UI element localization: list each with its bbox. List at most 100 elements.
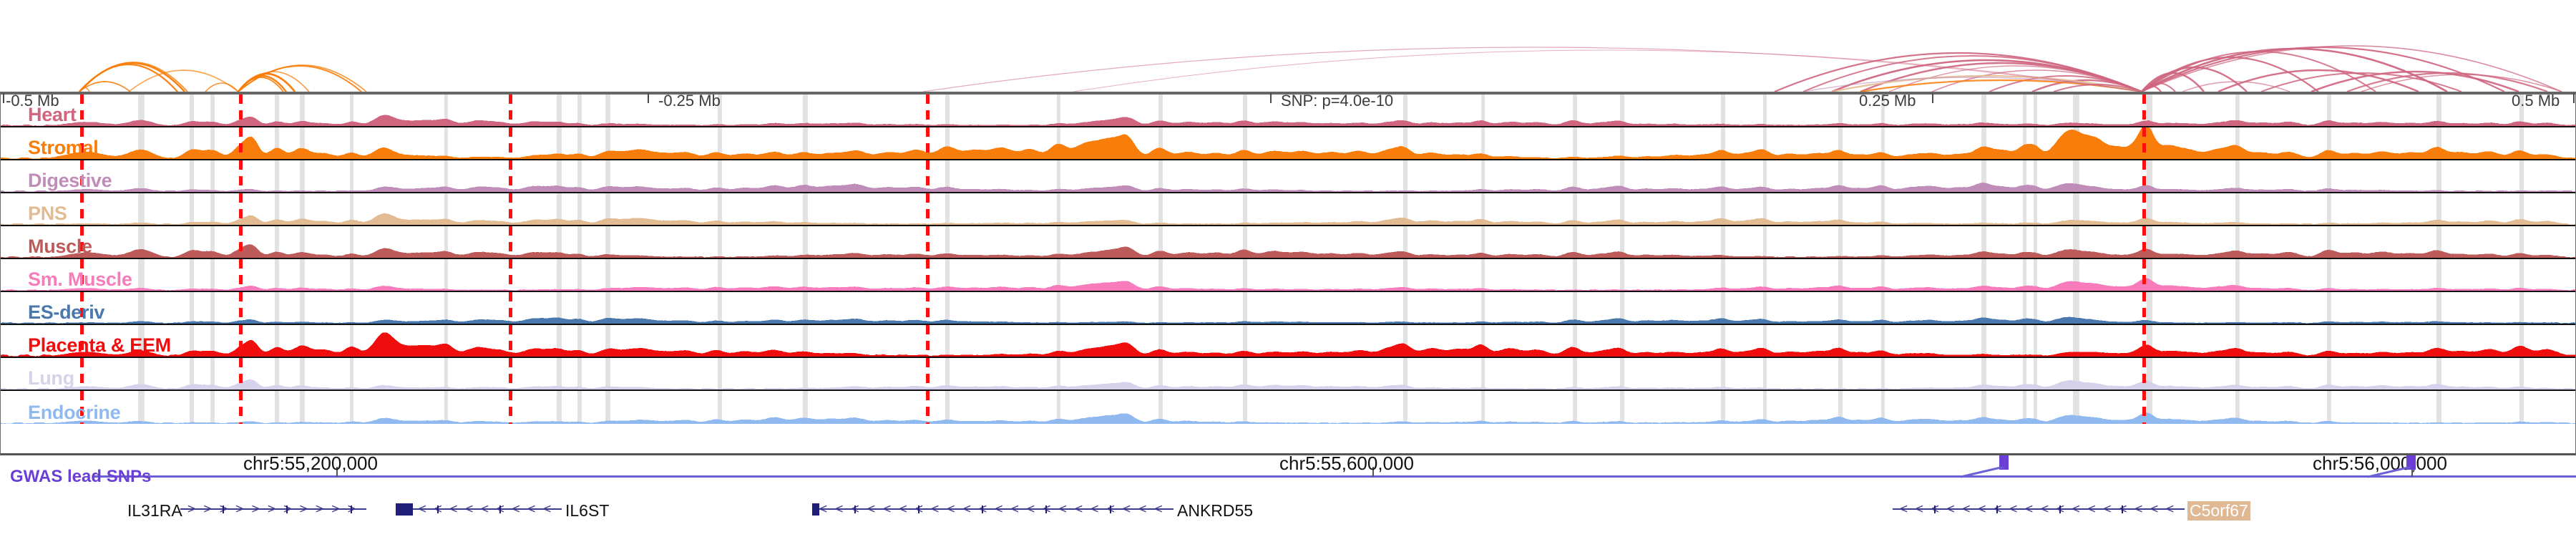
highlight-band bbox=[275, 391, 279, 424]
highlight-band bbox=[1620, 325, 1624, 357]
highlight-band bbox=[1403, 127, 1407, 159]
snp-leader-line bbox=[1961, 467, 2004, 478]
lead-snp-center-line bbox=[509, 95, 512, 126]
highlight-band bbox=[2073, 160, 2079, 192]
highlight-band bbox=[1620, 292, 1624, 324]
gene-strand-arrow: < bbox=[449, 502, 458, 517]
lead-snp-center-line bbox=[509, 160, 512, 192]
highlight-band bbox=[1403, 391, 1407, 424]
gene-strand-arrow: < bbox=[1962, 502, 1971, 517]
highlight-band bbox=[275, 127, 279, 159]
gene-strand-arrow: < bbox=[2087, 502, 2096, 517]
highlight-band bbox=[2327, 292, 2331, 324]
highlight-band bbox=[2436, 292, 2441, 324]
highlight-band bbox=[1620, 226, 1624, 258]
highlight-band bbox=[718, 160, 722, 192]
highlight-band bbox=[1573, 160, 1577, 192]
highlight-band bbox=[577, 95, 582, 126]
gwas-snp-marker-1[interactable] bbox=[1999, 455, 2009, 470]
highlight-band bbox=[1243, 193, 1247, 225]
highlight-band bbox=[803, 127, 808, 159]
highlight-band bbox=[2436, 160, 2441, 192]
highlight-band bbox=[2436, 259, 2441, 291]
highlight-band bbox=[2147, 259, 2152, 291]
highlight-band bbox=[1573, 259, 1577, 291]
track-row-pns[interactable]: PNS bbox=[1, 193, 2575, 226]
gene-label-c5orf67[interactable]: C5orf67 bbox=[2187, 501, 2250, 521]
loop-arc bbox=[2311, 70, 2519, 93]
highlight-band bbox=[1721, 127, 1725, 159]
highlight-band bbox=[2327, 160, 2331, 192]
gene-label-ankrd55[interactable]: ANKRD55 bbox=[1177, 501, 1254, 520]
axis-coordinate-label: chr5:56,000,000 bbox=[2313, 453, 2447, 474]
lead-snp-left-line bbox=[80, 160, 84, 192]
gene-strand-arrow: < bbox=[481, 502, 489, 517]
highlight-band bbox=[1057, 358, 1060, 390]
highlight-band bbox=[300, 259, 305, 291]
highlight-band bbox=[275, 193, 279, 225]
highlight-band bbox=[803, 160, 808, 192]
track-label-placenta-eem: Placenta & EEM bbox=[28, 334, 171, 356]
gwas-snp-marker-2[interactable] bbox=[2406, 455, 2416, 470]
track-row-es-deriv[interactable]: ES-deriv bbox=[1, 292, 2575, 325]
highlight-band bbox=[945, 127, 950, 159]
gene-label-il6st[interactable]: IL6ST bbox=[565, 501, 610, 520]
gene-strand-arrow: < bbox=[835, 502, 844, 517]
track-row-endocrine[interactable]: Endocrine bbox=[1, 391, 2575, 424]
highlight-band bbox=[190, 160, 194, 192]
lead-snp-left-line bbox=[80, 226, 84, 258]
highlight-band bbox=[1403, 292, 1407, 324]
track-row-muscle[interactable]: Muscle bbox=[1, 226, 2575, 259]
track-row-heart[interactable]: Heart bbox=[1, 95, 2575, 127]
track-row-sm-muscle[interactable]: Sm. Muscle bbox=[1, 259, 2575, 292]
lead-snp-far-right-line bbox=[2142, 259, 2146, 291]
highlight-band bbox=[350, 259, 353, 291]
loop-arc bbox=[79, 87, 90, 92]
track-label-stromal: Stromal bbox=[28, 137, 99, 158]
highlight-band bbox=[1881, 95, 1885, 126]
highlight-band bbox=[577, 226, 582, 258]
highlight-band bbox=[1620, 259, 1624, 291]
highlight-band bbox=[1481, 127, 1485, 159]
lead-snp-far-right-line bbox=[2142, 358, 2146, 390]
highlight-band bbox=[1620, 160, 1624, 192]
axis-tick bbox=[2411, 467, 2413, 477]
highlight-band bbox=[275, 292, 279, 324]
highlight-band bbox=[300, 292, 305, 324]
highlight-band bbox=[2436, 226, 2441, 258]
highlight-band bbox=[275, 95, 279, 126]
highlight-band bbox=[2147, 391, 2152, 424]
highlight-band bbox=[1481, 226, 1485, 258]
gene-exon bbox=[222, 505, 224, 513]
signal-profile-digestive bbox=[1, 183, 2575, 192]
highlight-band bbox=[1620, 127, 1624, 159]
loop-arc bbox=[2141, 46, 2505, 92]
highlight-band bbox=[2519, 391, 2524, 424]
highlight-band bbox=[718, 358, 722, 390]
highlight-band bbox=[275, 358, 279, 390]
gene-strand-arrow: < bbox=[1978, 502, 1986, 517]
highlight-band bbox=[605, 391, 610, 424]
track-row-placenta-eem[interactable]: Placenta & EEM bbox=[1, 325, 2575, 358]
gene-strand-arrow: < bbox=[931, 502, 940, 517]
highlight-band bbox=[190, 127, 194, 159]
track-row-lung[interactable]: Lung bbox=[1, 358, 2575, 391]
loop-arc bbox=[2141, 45, 2562, 92]
highlight-band bbox=[2023, 292, 2026, 324]
highlight-band bbox=[1057, 160, 1060, 192]
track-row-stromal[interactable]: Stromal bbox=[1, 127, 2575, 160]
highlight-band bbox=[605, 259, 610, 291]
highlight-band bbox=[1881, 127, 1885, 159]
loop-arc bbox=[2141, 84, 2162, 92]
highlight-band bbox=[2147, 358, 2152, 390]
track-row-digestive[interactable]: Digestive bbox=[1, 160, 2575, 193]
highlight-band bbox=[557, 193, 562, 225]
highlight-band bbox=[577, 325, 582, 357]
highlight-band bbox=[557, 226, 562, 258]
highlight-band bbox=[1573, 391, 1577, 424]
highlight-band bbox=[1838, 259, 1843, 291]
highlight-band bbox=[577, 358, 582, 390]
highlight-band bbox=[1403, 325, 1407, 357]
gene-label-il31ra[interactable]: IL31RA bbox=[127, 501, 182, 520]
highlight-band bbox=[1481, 358, 1485, 390]
